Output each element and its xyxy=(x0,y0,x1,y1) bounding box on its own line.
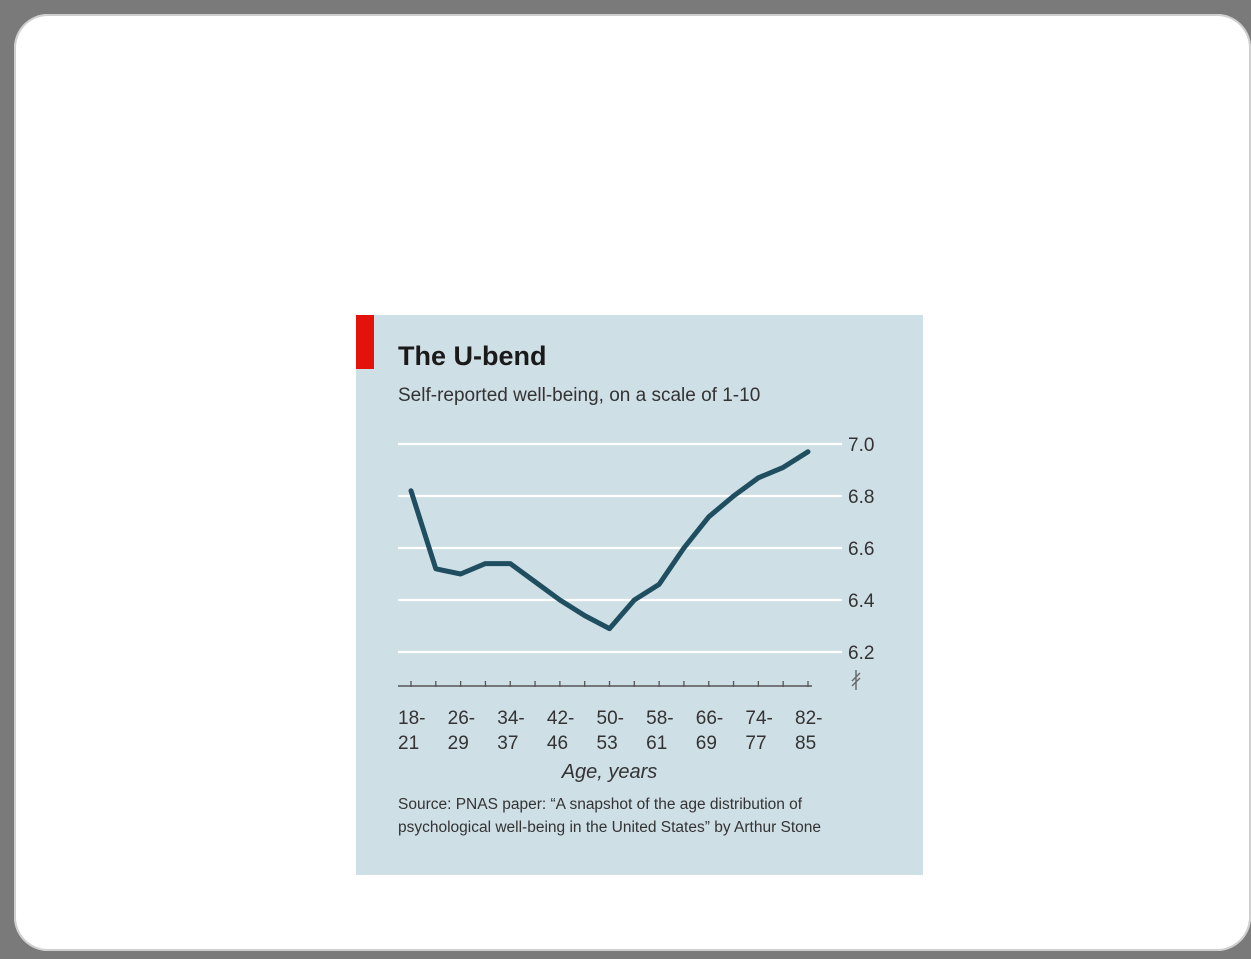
chart-figure: The U-bend Self-reported well-being, on … xyxy=(356,315,923,875)
chart-subtitle: Self-reported well-being, on a scale of … xyxy=(398,385,761,406)
x-tick-label-bottom: 21 xyxy=(398,733,419,754)
chart-plot: 7.0 6.8 6.6 6.4 6.2 18- 21 26- 29 34- 37 42- 46 50- 53… xyxy=(398,435,875,783)
x-tick-label-top: 58- xyxy=(646,708,673,729)
y-tick-label: 6.2 xyxy=(848,643,874,664)
slide: The U-bend Self-reported well-being, on … xyxy=(14,14,1251,951)
x-tick-label-bottom: 85 xyxy=(795,733,816,754)
y-tick-label: 6.4 xyxy=(848,591,875,612)
x-tick-label-top: 82- xyxy=(795,708,822,729)
x-axis-title: Age, years xyxy=(561,761,658,783)
chart-source: Source: PNAS paper: “A snapshot of the a… xyxy=(398,796,822,836)
y-tick-label: 6.8 xyxy=(848,487,874,508)
x-tick-label-top: 18- xyxy=(398,708,425,729)
x-tick-label-bottom: 69 xyxy=(696,733,717,754)
x-tick-label-bottom: 29 xyxy=(448,733,469,754)
x-tick-label-top: 42- xyxy=(547,708,574,729)
y-tick-label: 6.6 xyxy=(848,539,874,560)
series-line xyxy=(408,449,811,632)
x-tick-label-bottom: 37 xyxy=(497,733,518,754)
axis-break-symbol xyxy=(851,670,861,690)
x-tick-label-bottom: 53 xyxy=(597,733,618,754)
x-tick-label-top: 26- xyxy=(448,708,475,729)
y-tick-label: 7.0 xyxy=(848,435,874,456)
x-tick-label-top: 50- xyxy=(597,708,624,729)
x-tick-label-bottom: 61 xyxy=(646,733,667,754)
x-tick-label-top: 34- xyxy=(497,708,524,729)
x-tick-label-top: 66- xyxy=(696,708,723,729)
red-accent-tab xyxy=(356,315,374,369)
x-tick-label-top: 74- xyxy=(745,708,772,729)
x-tick-label-bottom: 77 xyxy=(745,733,766,754)
chart-title: The U-bend xyxy=(398,341,547,371)
x-tick-label-bottom: 46 xyxy=(547,733,568,754)
